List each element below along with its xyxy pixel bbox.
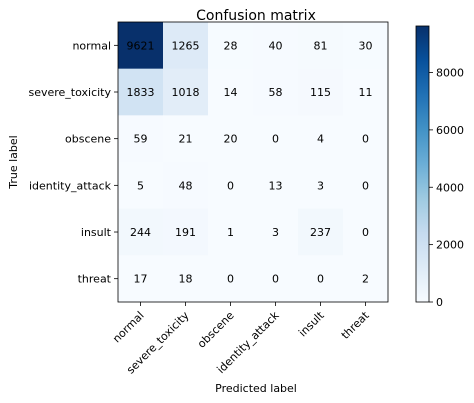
- cell-value: 0: [227, 273, 234, 286]
- cell-value: 21: [179, 133, 193, 146]
- heatmap-cell: [343, 255, 389, 303]
- heatmap-cell: [163, 208, 209, 256]
- heatmap-cell: [298, 115, 344, 163]
- heatmap-cell: [163, 115, 209, 163]
- heatmap-cell: [253, 208, 299, 256]
- cell-value: 9621: [127, 39, 155, 52]
- heatmap-cell: [298, 255, 344, 303]
- cell-value: 4: [317, 133, 324, 146]
- heatmap-cell: [118, 162, 164, 209]
- heatmap-cell: [118, 255, 164, 303]
- cell-value: 0: [272, 133, 279, 146]
- cell-value: 244: [130, 226, 151, 239]
- cell-value: 18: [179, 273, 193, 286]
- cell-value: 28: [224, 39, 238, 52]
- cell-value: 58: [269, 86, 283, 99]
- cell-value: 0: [362, 179, 369, 192]
- cell-value: 59: [134, 133, 148, 146]
- x-tick-label: threat: [339, 308, 372, 341]
- cell-value: 3: [272, 226, 279, 239]
- cell-value: 48: [179, 179, 193, 192]
- y-tick-label: obscene: [65, 133, 111, 146]
- heatmap-cell: [298, 162, 344, 209]
- colorbar-ticks: 0 2000 4000 6000 8000: [429, 67, 464, 309]
- cell-value: 0: [362, 226, 369, 239]
- heatmap-cell: [208, 22, 254, 69]
- heatmap-cell: [208, 255, 254, 303]
- x-tick-label: obscene: [195, 309, 237, 351]
- heatmap-cell: [208, 162, 254, 209]
- colorbar-tick-label: 0: [436, 296, 443, 309]
- heatmap-cell: [163, 162, 209, 209]
- heatmap-cell: [343, 162, 389, 209]
- x-tick-label: insult: [296, 308, 327, 339]
- cell-value: 0: [272, 273, 279, 286]
- heatmap-cell: [208, 68, 254, 116]
- heatmap-cell: [253, 22, 299, 69]
- cell-value: 1833: [127, 86, 155, 99]
- cell-value: 0: [362, 133, 369, 146]
- cell-value: 1265: [172, 39, 200, 52]
- cell-value: 81: [314, 39, 328, 52]
- plot-frame: [117, 21, 389, 303]
- heatmap-cell: [343, 22, 389, 69]
- cell-value: 14: [224, 86, 238, 99]
- heatmap-cell: [343, 208, 389, 256]
- y-tick-label: severe_toxicity: [28, 86, 111, 99]
- y-axis-label: True label: [7, 135, 20, 189]
- y-tick-label: threat: [78, 273, 112, 286]
- heatmap-cell: [298, 68, 344, 116]
- cell-value: 0: [227, 179, 234, 192]
- y-tick-label: identity_attack: [29, 179, 112, 192]
- y-tick-label: insult: [81, 226, 112, 239]
- colorbar-tick-label: 2000: [436, 239, 464, 252]
- cell-value: 17: [134, 273, 148, 286]
- colorbar: [415, 25, 430, 303]
- heatmap-cell: [208, 115, 254, 163]
- heatmap-cell: [208, 208, 254, 256]
- cell-value: 237: [310, 226, 331, 239]
- y-tick-label: normal: [72, 39, 111, 52]
- cell-value: 3: [317, 179, 324, 192]
- heatmap-cell: [253, 68, 299, 116]
- colorbar-tick-label: 8000: [436, 67, 464, 80]
- cell-value: 115: [310, 86, 331, 99]
- heatmap-cell: [118, 115, 164, 163]
- cell-value: 0: [317, 273, 324, 286]
- heatmap-cell: [253, 162, 299, 209]
- cell-value: 40: [269, 39, 283, 52]
- cell-value: 191: [175, 226, 196, 239]
- heatmap-cell: [298, 22, 344, 69]
- x-tick-label: normal: [110, 309, 146, 345]
- heatmap-cell: [343, 115, 389, 163]
- cell-value: 2: [362, 273, 369, 286]
- cell-value: 1: [227, 226, 234, 239]
- cell-value: 13: [269, 179, 283, 192]
- heatmap-cell: [118, 68, 164, 116]
- x-axis-label: Predicted label: [215, 382, 297, 395]
- heatmap-cell: [163, 22, 209, 69]
- heatmap-cell: [343, 68, 389, 116]
- colorbar-tick-label: 4000: [436, 181, 464, 194]
- cell-value: 11: [359, 86, 373, 99]
- heatmap-cell: [298, 208, 344, 256]
- heatmap-cell: [253, 115, 299, 163]
- heatmap-cell: [118, 208, 164, 256]
- heatmap-cell: [163, 68, 209, 116]
- cell-value: 1018: [172, 86, 200, 99]
- colorbar-tick-label: 6000: [436, 124, 464, 137]
- cell-value: 20: [224, 133, 238, 146]
- heatmap-cell: [118, 22, 164, 69]
- heatmap-cell: [163, 255, 209, 303]
- heatmap-cells: [118, 22, 389, 303]
- heatmap-cell: [253, 255, 299, 303]
- cell-value: 5: [137, 179, 144, 192]
- chart-title: Confusion matrix: [196, 8, 316, 24]
- cell-value: 30: [359, 39, 373, 52]
